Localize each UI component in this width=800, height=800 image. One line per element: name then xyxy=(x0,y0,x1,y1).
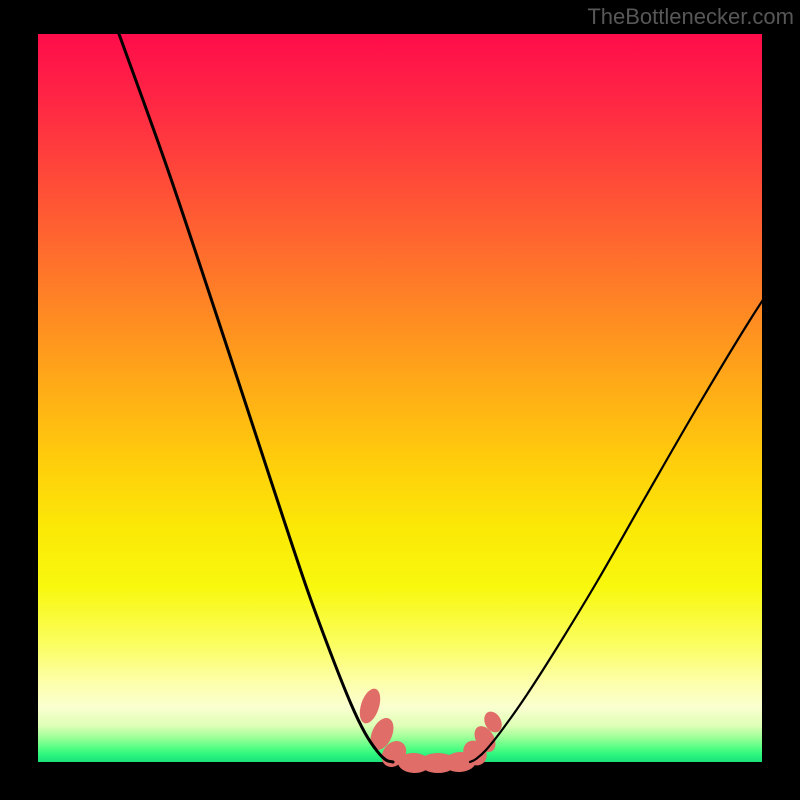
bottleneck-curve xyxy=(119,34,393,762)
chart-frame: TheBottlenecker.com xyxy=(0,0,800,800)
bottleneck-curve xyxy=(470,244,800,762)
curves-layer xyxy=(0,0,800,800)
optimal-range-marker xyxy=(356,686,505,773)
watermark-text: TheBottlenecker.com xyxy=(587,4,794,30)
